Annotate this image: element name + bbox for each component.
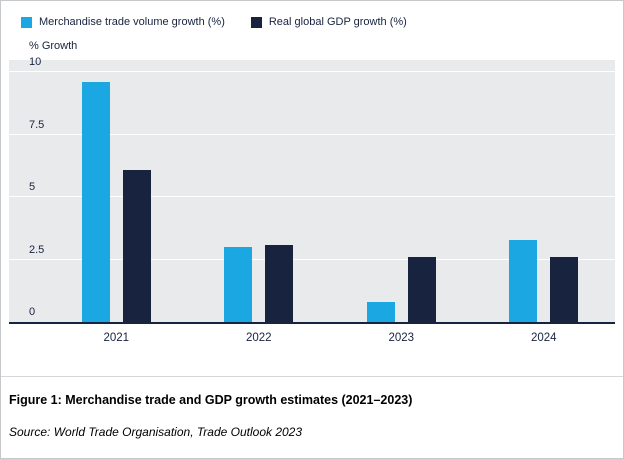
bar-group-2022: 2022 [224,60,294,344]
plot-area: 0 2.5 5 7.5 10 2021 2022 2023 2024 [9,56,615,344]
x-tick-label: 2023 [388,332,415,344]
gridline [9,258,615,260]
legend-swatch-trade-icon [21,16,32,28]
bar-group-2021: 2021 [81,60,151,344]
bar-gdp-2021 [122,169,151,322]
bar-trade-2023 [366,302,395,322]
source-note: Source: World Trade Organisation, Trade … [9,425,303,439]
bar-gdp-2022 [265,244,294,322]
gridline [9,133,615,135]
y-tick-label: 10 [29,56,42,68]
figure-caption: Figure 1: Merchandise trade and GDP grow… [9,393,413,407]
y-tick-label: 2.5 [29,243,45,256]
legend-swatch-gdp-icon [250,16,262,28]
bar-gdp-2024 [550,257,579,322]
bar-group-2024: 2024 [509,60,579,344]
y-tick-label: 5 [29,181,36,193]
legend-item-gdp: Real global GDP growth (%) [250,16,407,28]
y-tick-label: 0 [29,306,36,318]
gridline [9,71,615,72]
bar-trade-2021 [81,82,110,322]
divider [1,376,623,377]
x-tick-label: 2024 [530,332,557,344]
bar-trade-2024 [509,239,538,322]
bar-trade-2022 [224,247,253,322]
x-tick-label: 2021 [103,332,130,344]
legend-item-trade: Merchandise trade volume growth (%) [21,16,225,28]
bar-gdp-2023 [407,257,436,322]
legend-label-gdp: Real global GDP growth (%) [268,16,407,28]
gridline [9,196,615,197]
x-tick-label: 2022 [245,332,272,344]
y-axis-title: % Growth [29,40,78,52]
legend-label-trade: Merchandise trade volume growth (%) [39,16,225,28]
bar-group-2023: 2023 [366,60,436,344]
y-tick-label: 7.5 [29,118,45,131]
chart-legend: Merchandise trade volume growth (%) Real… [21,13,615,31]
